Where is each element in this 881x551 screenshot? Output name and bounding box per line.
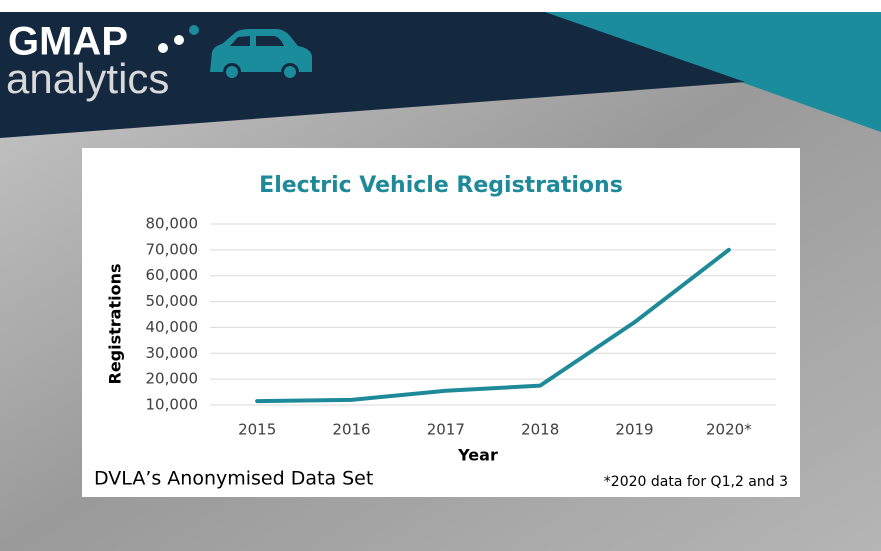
car-icon [210,29,312,81]
source-note: DVLA’s Anonymised Data Set [94,468,373,490]
logo-dot [158,43,168,53]
navy-banner [0,12,745,138]
x-tick-label: 2019 [615,421,653,439]
y-tick-label: 70,000 [146,240,199,258]
logo-dot [189,25,199,35]
y-tick-label: 40,000 [146,318,199,336]
y-tick-label: 80,000 [146,215,199,233]
y-axis-label: Registrations [106,263,125,384]
y-tick-label: 30,000 [146,344,199,362]
y-tick-label: 20,000 [146,370,199,388]
chart-panel [82,148,800,497]
x-tick-label: 2017 [427,421,465,439]
y-tick-label: 60,000 [146,266,199,284]
x-tick-label: 2015 [238,421,276,439]
y-tick-label: 50,000 [146,292,199,310]
x-tick-label: 2020* [706,421,752,439]
plot: 10,000 20,000 30,000 40,000 50,000 60,000 70,0… [146,215,776,439]
x-tick-label: 2016 [332,421,370,439]
logo-name: analytics [6,55,169,102]
footnote: *2020 data for Q1,2 and 3 [604,474,788,490]
x-axis-label: Year [457,446,498,465]
data-line [255,247,731,404]
x-tick-label: 2018 [521,421,559,439]
chart-title: Electric Vehicle Registrations [259,173,623,198]
y-tick-label: 10,000 [146,396,199,414]
logo-dot [174,35,184,45]
logo-brand: GMAP [8,20,128,64]
